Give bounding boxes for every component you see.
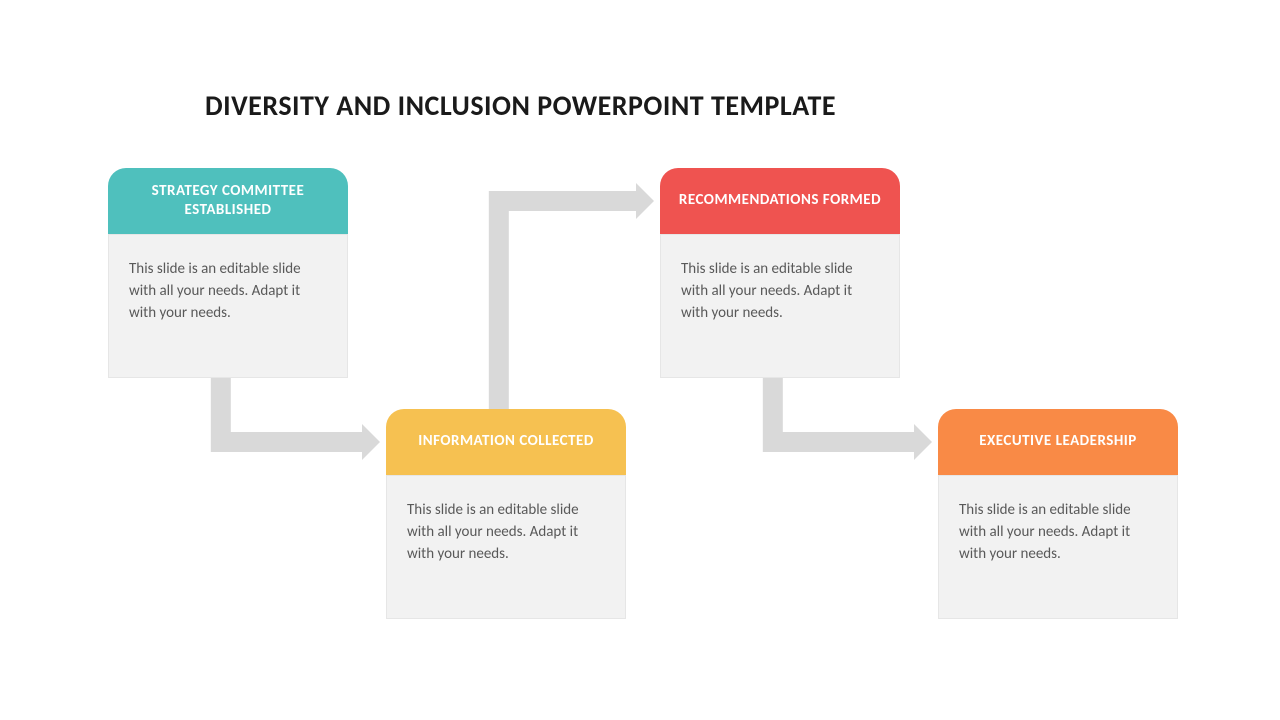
connector-line (499, 201, 640, 409)
flow-card: EXECUTIVE LEADERSHIPThis slide is an edi… (938, 409, 1178, 619)
flow-card: RECOMMENDATIONS FORMEDThis slide is an e… (660, 168, 900, 378)
card-header: STRATEGY COMMITTEE ESTABLISHED (108, 168, 348, 234)
card-body: This slide is an editable slide with all… (660, 234, 900, 378)
arrow-head-icon (362, 424, 380, 460)
flow-card: STRATEGY COMMITTEE ESTABLISHEDThis slide… (108, 168, 348, 378)
flow-card: INFORMATION COLLECTEDThis slide is an ed… (386, 409, 626, 619)
arrow-head-icon (914, 424, 932, 460)
connector-line (773, 378, 918, 442)
arrow-head-icon (636, 183, 654, 219)
card-header: EXECUTIVE LEADERSHIP (938, 409, 1178, 475)
card-body: This slide is an editable slide with all… (386, 475, 626, 619)
card-body: This slide is an editable slide with all… (108, 234, 348, 378)
card-body: This slide is an editable slide with all… (938, 475, 1178, 619)
connector-line (221, 378, 366, 442)
card-header: RECOMMENDATIONS FORMED (660, 168, 900, 234)
card-header: INFORMATION COLLECTED (386, 409, 626, 475)
